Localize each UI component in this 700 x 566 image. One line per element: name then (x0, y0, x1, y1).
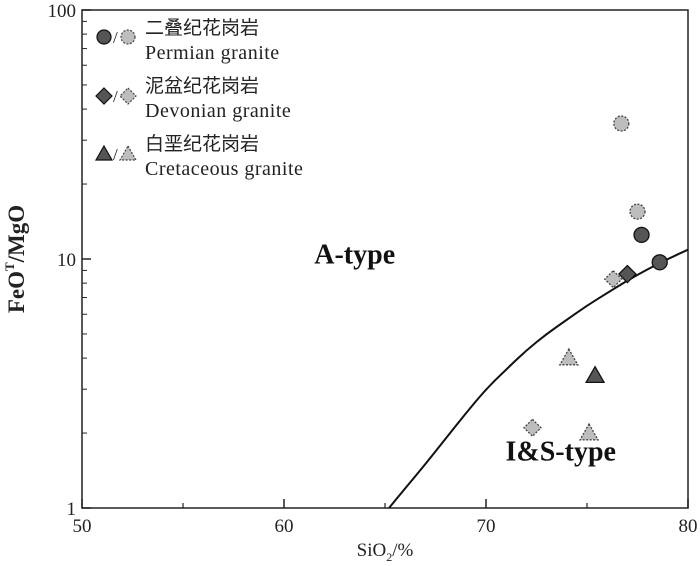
legend-marker-dark-diamond (95, 87, 113, 105)
y-tick-label: 1 (67, 499, 77, 520)
legend-marker-dark-triangle (94, 144, 114, 161)
a-type-boundary-curve (388, 248, 689, 509)
legend-label-cn-permian: 二叠纪花岗岩 (145, 17, 259, 39)
region-label-is-type: I&S-type (506, 437, 616, 468)
legend-label-en-cretaceous: Cretaceous granite (145, 158, 303, 180)
legend-label-cn-cretaceous: 白垩纪花岗岩 (145, 133, 259, 155)
legend-separator: / (113, 87, 118, 106)
legend-marker-dark-circle (96, 29, 112, 45)
y-axis-title-main: FeO (4, 271, 29, 313)
x-tick-label: 50 (73, 516, 92, 537)
data-point-dark-circle (633, 226, 650, 244)
x-axis-title-subscript: 2 (386, 550, 392, 564)
legend: / 二叠纪花岗岩 Permian granite / 泥盆纪花岗岩 Devoni… (94, 17, 303, 180)
legend-label-en-permian: Permian granite (145, 42, 280, 64)
data-point-light-triangle (578, 422, 600, 441)
data-points (523, 115, 668, 441)
region-label-a-type: A-type (314, 240, 395, 271)
data-point-dark-circle (651, 254, 668, 271)
legend-marker-light-triangle (118, 144, 138, 161)
x-axis-title: SiO2/% (357, 540, 414, 564)
legend-marker-light-diamond (119, 87, 137, 105)
y-tick-label: 10 (57, 250, 76, 271)
data-point-light-circle (613, 115, 630, 132)
data-point-light-diamond (603, 269, 623, 289)
y-tick-label: 100 (48, 1, 77, 22)
legend-entry-cretaceous: / 白垩纪花岗岩 Cretaceous granite (94, 133, 303, 180)
data-point-light-triangle (558, 347, 579, 366)
x-axis: 50 60 70 80 (73, 499, 698, 537)
y-axis-title-tail: /MgO (4, 205, 29, 264)
data-point-light-circle (629, 203, 646, 220)
legend-label-cn-devonian: 泥盆纪花岗岩 (145, 75, 259, 97)
y-axis-title: FeOT/MgO (2, 205, 29, 313)
legend-marker-light-circle (120, 29, 136, 45)
data-point-dark-diamond (617, 264, 637, 284)
legend-label-en-devonian: Devonian granite (145, 100, 291, 122)
x-tick-label: 80 (679, 516, 698, 537)
x-axis-title-tail: /% (392, 540, 413, 561)
data-point-dark-triangle (584, 365, 606, 384)
legend-entry-devonian: / 泥盆纪花岗岩 Devonian granite (95, 75, 291, 122)
legend-separator: / (113, 28, 118, 47)
y-axis: 1 10 100 (48, 1, 91, 520)
x-tick-label: 70 (477, 516, 496, 537)
y-axis-title-superscript: T (2, 262, 17, 271)
x-tick-label: 60 (275, 516, 294, 537)
legend-separator: / (113, 145, 118, 164)
data-point-light-diamond (523, 418, 542, 438)
x-axis-title-main: SiO (357, 540, 387, 561)
legend-entry-permian: / 二叠纪花岗岩 Permian granite (96, 17, 280, 64)
